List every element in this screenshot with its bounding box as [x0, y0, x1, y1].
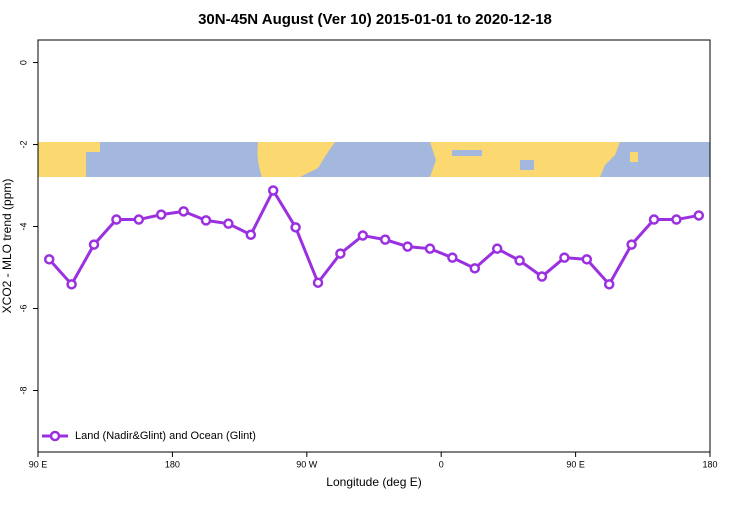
data-point	[693, 210, 705, 221]
y-axis-label: XCO2 - MLO trend (ppm)	[0, 179, 14, 314]
data-point	[178, 206, 189, 217]
data-point	[514, 255, 525, 266]
data-point	[267, 185, 279, 196]
series-line	[48, 187, 700, 287]
data-point	[559, 252, 570, 263]
data-point	[536, 271, 548, 282]
data-point	[245, 229, 257, 240]
data-point	[357, 230, 369, 241]
data-point	[379, 234, 391, 245]
y-tick-label: -6	[18, 305, 28, 313]
data-point	[447, 252, 458, 263]
data-point	[335, 248, 346, 259]
data-point	[223, 218, 234, 229]
x-tick-label: 90 E	[29, 459, 48, 469]
legend-marker	[49, 430, 61, 442]
legend-label: Land (Nadir&Glint) and Ocean (Glint)	[75, 430, 256, 442]
map-band	[38, 142, 710, 177]
data-point	[469, 263, 481, 274]
data-point	[312, 277, 324, 288]
data-point	[66, 279, 77, 290]
x-tick-label: 90 W	[296, 459, 318, 469]
plot-frame	[37, 39, 711, 453]
data-point	[603, 279, 615, 290]
y-tick-label: -4	[18, 223, 28, 231]
data-point	[133, 214, 145, 225]
x-tick-label: 0	[439, 459, 444, 469]
y-tick-label: -2	[18, 141, 28, 149]
x-tick-label: 180	[165, 459, 180, 469]
x-tick-label: 90 E	[566, 459, 585, 469]
data-point	[626, 239, 637, 250]
x-tick-label: 180	[702, 459, 717, 469]
data-point	[671, 214, 682, 225]
data-point	[491, 243, 503, 254]
data-point	[155, 209, 167, 220]
data-point	[111, 214, 122, 225]
data-point	[290, 222, 301, 233]
y-tick-label: 0	[18, 60, 28, 65]
chart-title: 30N-45N August (Ver 10) 2015-01-01 to 20…	[198, 11, 552, 28]
y-tick-label: -8	[18, 386, 28, 394]
data-point	[424, 243, 436, 254]
x-axis-label: Longitude (deg E)	[326, 475, 421, 489]
data-point	[648, 214, 660, 225]
data-point	[200, 215, 212, 226]
data-point	[581, 254, 593, 265]
data-point	[43, 254, 55, 265]
data-point	[88, 239, 100, 250]
data-point	[402, 241, 413, 252]
